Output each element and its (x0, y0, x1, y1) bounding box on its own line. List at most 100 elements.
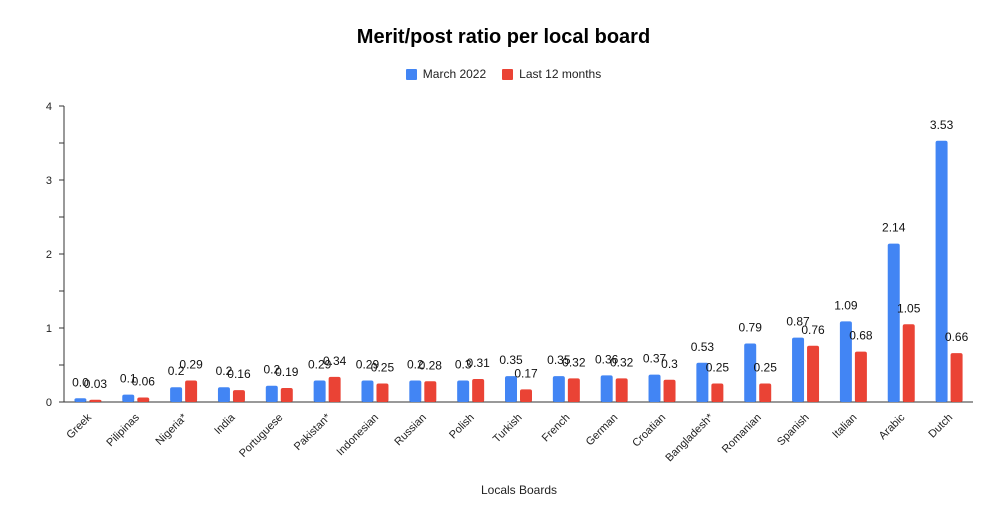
data-label-march-2022: 0.29 (308, 358, 332, 372)
bar-last-12-months (854, 351, 867, 402)
bar-last-12-months (185, 380, 198, 402)
data-label-march-2022: 0.36 (595, 352, 619, 366)
bar-march-2022 (935, 140, 948, 402)
y-tick-label: 3 (46, 175, 52, 187)
data-label-last-12-months: 0.06 (132, 375, 156, 389)
data-label-last-12-months: 0.32 (562, 355, 586, 369)
data-label-last-12-months: 0.68 (849, 329, 873, 343)
x-tick-label: Russian (392, 412, 429, 449)
bar-march-2022 (648, 374, 661, 402)
bar-march-2022 (361, 380, 374, 402)
x-tick-label: Bangladesh* (663, 411, 716, 464)
chart-title: Merit/post ratio per local board (356, 26, 651, 48)
bar-last-12-months (520, 389, 532, 402)
data-label-march-2022: 0.35 (499, 353, 523, 367)
x-tick-label: Arabic (877, 411, 908, 442)
bar-march-2022 (839, 321, 852, 402)
bar-last-12-months (232, 390, 245, 402)
x-axis-label: Locals Boards (481, 483, 557, 497)
x-tick-label: Romanian (720, 412, 764, 456)
data-label-last-12-months: 0.25 (706, 361, 730, 375)
legend-label-series-1: March 2022 (422, 67, 487, 81)
x-tick-label: Polish (447, 412, 477, 442)
data-label-last-12-months: 0.29 (179, 358, 203, 372)
bar-last-12-months (807, 345, 820, 402)
bar-march-2022 (265, 385, 278, 402)
bar-last-12-months (472, 379, 485, 402)
bar-last-12-months (950, 353, 963, 402)
data-label-march-2022: 0.2 (263, 363, 280, 377)
data-label-march-2022: 0.2 (407, 358, 424, 372)
data-label-march-2022: 0.53 (691, 340, 715, 354)
bar-march-2022 (887, 243, 900, 402)
data-label-march-2022: 2.14 (882, 221, 906, 235)
legend-swatch-series-2 (502, 68, 514, 80)
data-label-last-12-months: 0.32 (610, 355, 634, 369)
bar-last-12-months (328, 376, 341, 402)
x-tick-label: Nigeria* (154, 411, 191, 448)
bar-march-2022 (122, 394, 135, 402)
data-label-last-12-months: 0.03 (84, 377, 108, 391)
x-tick-label: Dutch (926, 412, 955, 441)
bar-last-12-months (759, 383, 772, 402)
data-label-last-12-months: 1.05 (897, 301, 921, 315)
x-tick-label: German (584, 412, 621, 449)
bar-march-2022 (457, 380, 470, 402)
data-label-march-2022: 0.3 (455, 358, 472, 372)
legend: March 2022 Last 12 months (0, 67, 1007, 81)
data-label-march-2022: 0.2 (216, 364, 233, 378)
bar-last-12-months (280, 387, 293, 402)
data-label-last-12-months: 0.17 (514, 366, 538, 380)
data-label-last-12-months: 0.34 (323, 354, 347, 368)
x-tick-label: Indonesian (335, 412, 382, 459)
bar-march-2022 (313, 380, 326, 402)
bar-last-12-months (902, 324, 915, 402)
data-label-march-2022: 0.87 (786, 315, 810, 329)
x-tick-label: Pilipinas (104, 411, 142, 449)
bar-march-2022 (696, 362, 709, 402)
data-label-march-2022: 0.29 (356, 358, 380, 372)
data-label-march-2022: 0.2 (168, 364, 185, 378)
data-label-march-2022: 3.53 (930, 118, 954, 132)
data-label-last-12-months: 0.25 (371, 361, 395, 375)
y-tick-label: 4 (46, 101, 52, 113)
data-label-last-12-months: 0.76 (801, 323, 825, 337)
bar-march-2022 (409, 380, 422, 402)
bar-last-12-months (89, 399, 102, 402)
bar-last-12-months (424, 381, 437, 402)
data-label-march-2022: 0.37 (643, 352, 667, 366)
x-tick-label: Pakistan* (292, 411, 334, 453)
data-label-march-2022: 0.35 (547, 353, 571, 367)
data-label-last-12-months: 0.25 (754, 361, 778, 375)
y-tick-label: 2 (46, 249, 52, 261)
bar-march-2022 (74, 398, 87, 402)
x-tick-label: Greek (64, 411, 94, 441)
x-tick-label: Spanish (775, 412, 812, 449)
y-tick-label: 0 (46, 397, 52, 409)
data-label-march-2022: 0.1 (120, 372, 137, 386)
data-label-march-2022: 0.79 (739, 321, 763, 335)
x-tick-label: India (212, 411, 238, 437)
x-tick-label: Turkish (491, 412, 525, 446)
legend-item-series-1[interactable]: March 2022 (405, 67, 487, 81)
x-tick-label: French (540, 412, 573, 445)
bar-march-2022 (792, 337, 805, 402)
bar-march-2022 (505, 376, 517, 402)
x-tick-label: Croatian (630, 412, 668, 450)
bar-march-2022 (600, 375, 613, 402)
data-label-last-12-months: 0.16 (227, 367, 251, 381)
data-label-last-12-months: 0.28 (419, 358, 443, 372)
bar-march-2022 (552, 376, 565, 402)
bar-march-2022 (744, 343, 757, 402)
legend-item-series-2[interactable]: Last 12 months (502, 67, 601, 81)
bar-last-12-months (567, 378, 580, 402)
bar-last-12-months (137, 397, 150, 402)
bar-march-2022 (217, 387, 230, 402)
y-tick-label: 1 (46, 323, 52, 335)
legend-swatch-series-1 (405, 68, 417, 80)
data-label-last-12-months: 0.19 (275, 365, 299, 379)
x-tick-label: Italian (830, 412, 859, 441)
data-label-last-12-months: 0.3 (661, 357, 678, 371)
